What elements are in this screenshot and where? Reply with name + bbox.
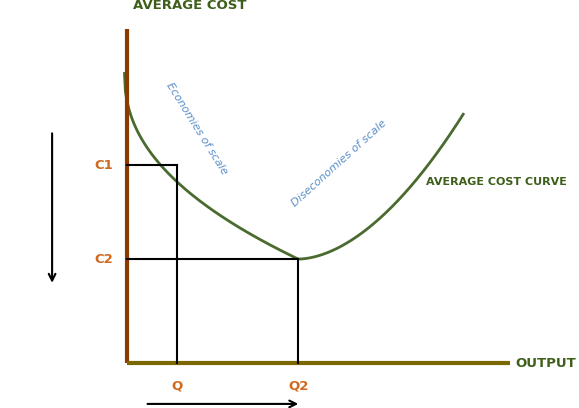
Text: Diseconomies of scale: Diseconomies of scale <box>290 118 388 208</box>
Text: C2: C2 <box>94 253 113 266</box>
Text: AVERAGE COST CURVE: AVERAGE COST CURVE <box>426 177 566 186</box>
Text: Economies of scale: Economies of scale <box>164 81 229 176</box>
Text: Q: Q <box>171 379 182 392</box>
Text: OUTPUT: OUTPUT <box>515 357 576 370</box>
Text: C1: C1 <box>94 159 113 172</box>
Text: Q2: Q2 <box>288 379 309 392</box>
Text: AVERAGE COST: AVERAGE COST <box>133 0 247 12</box>
